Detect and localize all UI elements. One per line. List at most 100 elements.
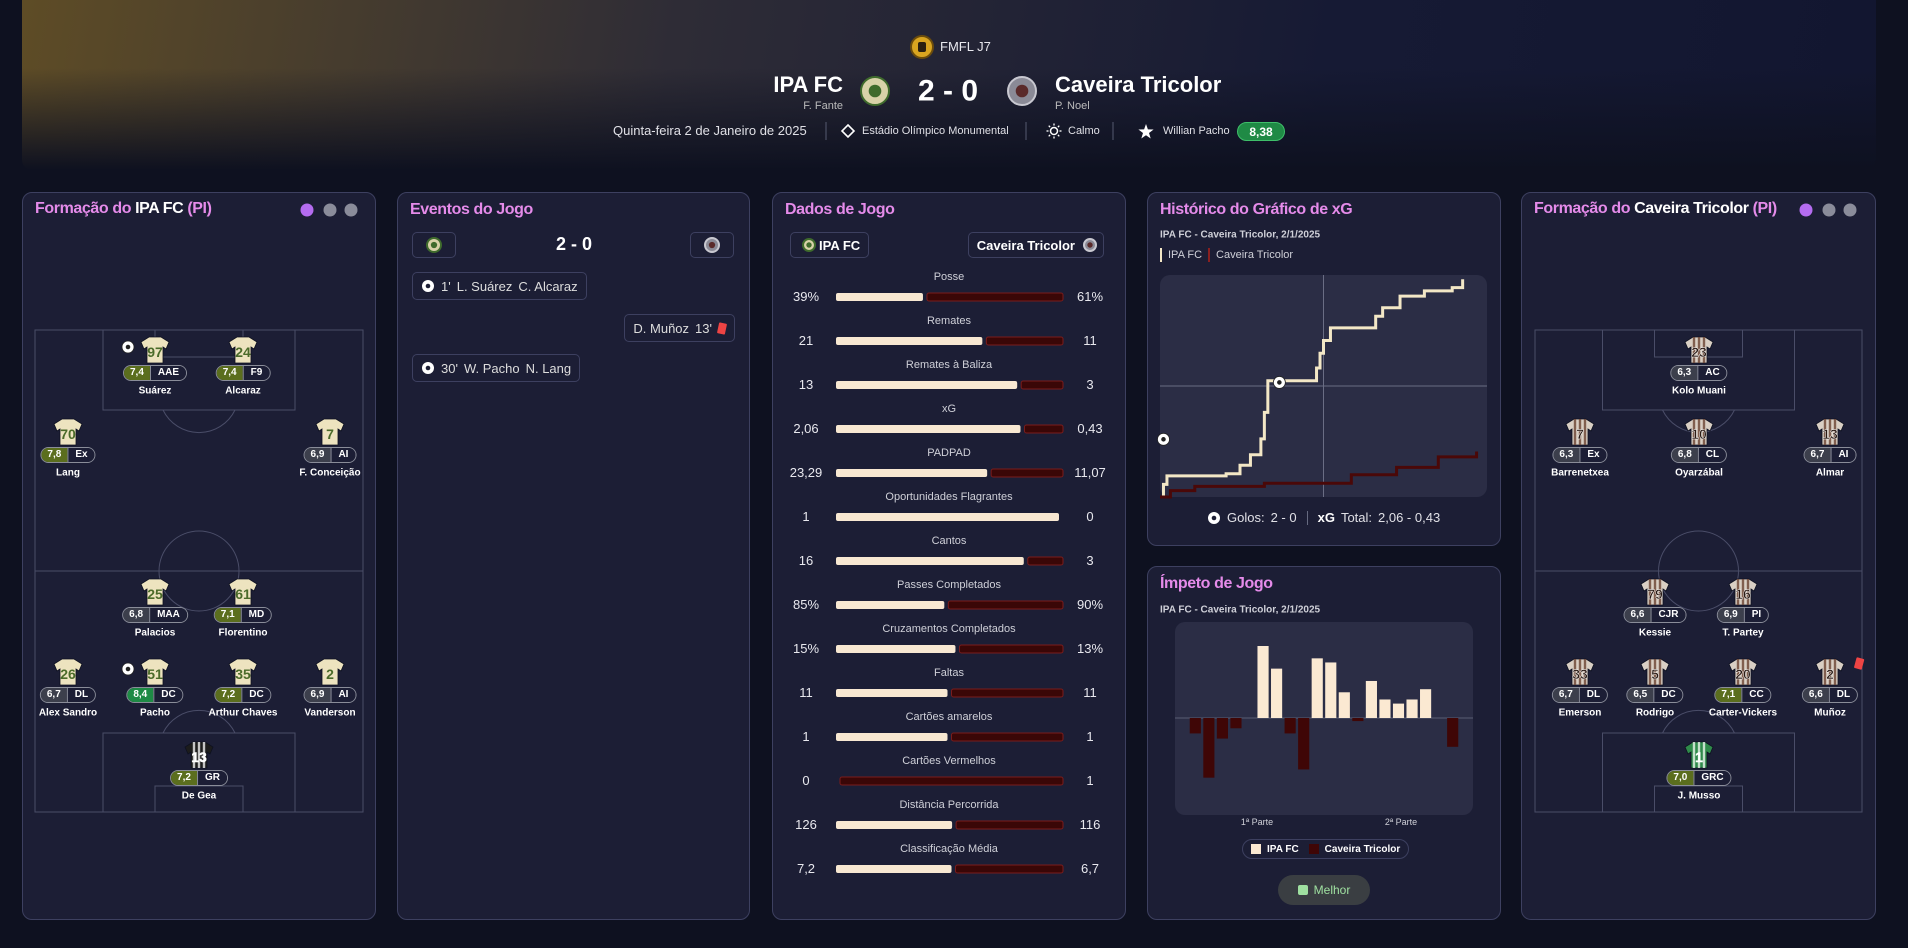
player-badge: 6,9 AI xyxy=(303,447,357,463)
stat-away-bar xyxy=(947,600,1064,610)
event-player: D. Muñoz xyxy=(633,320,690,336)
player-position: DC xyxy=(241,688,271,702)
weather: Calmo xyxy=(1068,124,1100,137)
player-name: Carter-Vickers xyxy=(1708,707,1778,719)
xg-title: Histórico do Gráfico de xG xyxy=(1160,201,1353,219)
player-position: AI xyxy=(330,448,356,462)
jersey: 24 xyxy=(228,336,258,364)
stat-home-bar xyxy=(836,601,945,609)
momentum-bar xyxy=(1284,718,1296,734)
home-team-tag: IPA FC xyxy=(790,232,870,258)
stat-away-bar xyxy=(990,468,1064,478)
away-manager: P. Noel xyxy=(1055,99,1090,112)
jersey-stripe xyxy=(1658,579,1662,605)
player-rating: 6,3 xyxy=(1671,366,1698,380)
ball-patch xyxy=(1277,380,1282,385)
jersey-stripe xyxy=(1658,659,1662,685)
stat-label: Oportunidades Flagrantes xyxy=(885,490,1013,503)
player-rating: 6,8 xyxy=(1671,448,1698,462)
jersey-number: 1 xyxy=(1695,749,1703,765)
stats-title: Dados de Jogo xyxy=(785,201,895,219)
event-row: 30' W. Pacho N. Lang xyxy=(412,354,581,382)
stat-home-bar xyxy=(836,645,956,653)
player-rating: 7,1 xyxy=(214,608,241,622)
legend-label: Caveira Tricolor xyxy=(1216,249,1294,261)
center-circle xyxy=(158,530,240,612)
weather-ray xyxy=(1048,134,1051,137)
momentum-bar xyxy=(1447,718,1459,747)
jersey-body xyxy=(228,336,258,364)
jersey: 70 xyxy=(53,418,83,446)
stat-home-bar xyxy=(836,557,1024,565)
player-name: T. Partey xyxy=(1722,627,1764,639)
momentum-bar xyxy=(1311,658,1323,718)
events-panel xyxy=(397,192,750,920)
player-name: Suárez xyxy=(138,385,172,397)
jersey-body xyxy=(140,578,170,606)
player-badge: 7,4 F9 xyxy=(215,365,271,381)
jersey-number: 79 xyxy=(1647,586,1663,602)
player-name: Alex Sandro xyxy=(38,707,98,719)
player-name: Rodrigo xyxy=(1635,707,1675,719)
jersey: 1 xyxy=(1684,741,1714,769)
penalty-arc-bottom xyxy=(1662,710,1735,734)
player-rating: 6,5 xyxy=(1627,688,1654,702)
player-badge: 6,9 PI xyxy=(1716,607,1770,623)
formation: (PI) xyxy=(1752,200,1778,217)
red-card xyxy=(716,321,728,335)
stat-away-value: 90% xyxy=(1076,596,1104,612)
match-date: Quinta-feira 2 de Janeiro de 2025 xyxy=(613,122,807,138)
momentum-bar xyxy=(1325,662,1337,718)
momentum-bar xyxy=(1230,718,1242,729)
jersey-stripe xyxy=(1702,742,1706,768)
best-button[interactable]: Melhor xyxy=(1278,875,1370,905)
momentum-bar xyxy=(1406,699,1418,718)
stat-away-value: 3 xyxy=(1086,552,1094,568)
jersey-stripe xyxy=(1741,579,1745,605)
momentum-bar xyxy=(1420,689,1432,718)
stat-home-bar xyxy=(836,821,953,829)
jersey-stripe xyxy=(1833,659,1837,685)
player-badge: 6,3 AC xyxy=(1670,365,1728,381)
away-lineup-panel xyxy=(1521,192,1876,920)
jersey-stripe xyxy=(1573,659,1577,685)
stat-home-bar xyxy=(836,469,988,477)
period-label: 2ª Parte xyxy=(1384,817,1418,828)
jersey-body xyxy=(140,658,170,686)
player-rating: 7,2 xyxy=(215,688,242,702)
player-position: MAA xyxy=(149,608,187,622)
player-rating: 6,8 xyxy=(123,608,150,622)
stat-away-value: 11 xyxy=(1083,684,1097,700)
player-rating: 6,6 xyxy=(1624,608,1651,622)
event-assist: C. Alcaraz xyxy=(518,278,578,294)
jersey: 97 xyxy=(140,336,170,364)
ball-icon xyxy=(1157,432,1170,446)
jersey-stripe xyxy=(1833,419,1837,445)
home-lineup-panel xyxy=(22,192,376,920)
mvp-icon xyxy=(1138,124,1154,139)
xg-line xyxy=(1160,451,1479,499)
stat-label: Passes Completados xyxy=(897,578,1001,591)
jersey-number: 7 xyxy=(1576,426,1584,442)
home-manager: F. Fante xyxy=(803,99,843,112)
jersey-stripe xyxy=(1736,659,1740,685)
ball-patch xyxy=(425,365,431,371)
jersey-number: 16 xyxy=(1735,586,1751,602)
player-badge: 7,1 MD xyxy=(213,607,273,623)
jersey: 16 xyxy=(1728,578,1758,606)
stat-away-value: 1 xyxy=(1086,772,1094,788)
view-toggle xyxy=(344,203,358,217)
stat-home-value: 0 xyxy=(802,772,810,788)
team-logo-inner xyxy=(806,242,812,248)
penalty-arc-top xyxy=(162,409,236,433)
away-logo-box xyxy=(690,232,734,258)
weather-icon xyxy=(1049,126,1059,136)
player-position: CJR xyxy=(1650,608,1686,622)
event-minute: 30' xyxy=(441,360,458,376)
view-toggle xyxy=(1843,203,1857,217)
stat-label: Posse xyxy=(933,270,965,283)
jersey-body xyxy=(140,336,170,364)
goal-area-bottom xyxy=(154,785,244,813)
player-rating: 7,2 xyxy=(171,771,197,785)
stat-away-bar xyxy=(951,688,1064,698)
